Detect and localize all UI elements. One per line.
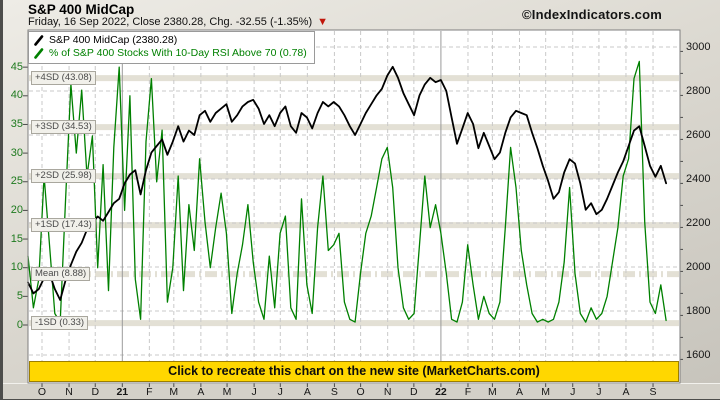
x-axis-label: J xyxy=(570,386,576,398)
legend-item-rsi: % of S&P 400 Stocks With 10-Day RSI Abov… xyxy=(34,47,307,60)
x-axis-label: D xyxy=(410,386,418,398)
y-axis-right-label: 2400 xyxy=(686,172,711,185)
x-axis-label: N xyxy=(383,386,392,398)
down-triangle-icon: ▼ xyxy=(317,16,329,28)
x-axis-label: O xyxy=(356,386,365,398)
recreate-chart-banner[interactable]: Click to recreate this chart on the new … xyxy=(29,361,679,382)
x-axis-label: J xyxy=(277,386,283,398)
x-axis-label: M xyxy=(222,386,232,398)
x-axis-label: 21 xyxy=(116,386,129,398)
watermark: ©IndexIndicators.com xyxy=(522,7,662,22)
y-axis-left-label: 25 xyxy=(10,175,23,188)
y-axis-left-label: 0 xyxy=(16,318,23,331)
y-axis-right-label: 2800 xyxy=(686,84,711,97)
sd-line-label: +3SD (34.53) xyxy=(31,120,96,135)
window-left-edge xyxy=(0,0,3,400)
x-axis-label: A xyxy=(515,386,523,398)
y-axis-right-label: 3000 xyxy=(686,40,711,53)
y-axis-left-label: 30 xyxy=(10,146,23,159)
x-axis-label: D xyxy=(91,386,100,398)
sd-line-label: +2SD (25.98) xyxy=(31,169,96,184)
legend-line-icon-green xyxy=(34,48,44,59)
legend-box: S&P 400 MidCap (2380.28) % of S&P 400 St… xyxy=(28,31,315,64)
y-axis-left-label: 10 xyxy=(10,261,23,274)
legend-label: S&P 400 MidCap (2380.28) xyxy=(49,34,178,46)
x-axis-label: N xyxy=(65,386,73,398)
plot-background xyxy=(28,30,680,383)
x-axis-label: M xyxy=(169,386,179,398)
x-axis-label: A xyxy=(622,386,630,398)
x-axis-label: 22 xyxy=(435,386,447,398)
y-axis-right-label: 2000 xyxy=(686,260,711,273)
y-axis-left-label: 15 xyxy=(10,232,23,245)
x-axis-label: J xyxy=(596,386,602,398)
x-axis-label: S xyxy=(330,386,338,398)
y-axis-left-label: 35 xyxy=(10,117,23,130)
quote-subtitle: Friday, 16 Sep 2022, Close 2380.28, Chg.… xyxy=(28,16,328,28)
x-axis-label: J xyxy=(251,386,257,398)
price-line xyxy=(27,65,667,301)
sd-line-label: +1SD (17.43) xyxy=(31,218,96,233)
x-axis-label: M xyxy=(488,386,497,398)
y-axis-left-label: 40 xyxy=(10,89,23,102)
rsi-breadth-line xyxy=(27,60,667,323)
x-axis-label: O xyxy=(37,386,47,398)
legend-item-price: S&P 400 MidCap (2380.28) xyxy=(34,34,307,47)
x-axis-label: M xyxy=(541,386,551,398)
y-axis-right-label: 2600 xyxy=(686,128,711,141)
page-title: S&P 400 MidCap xyxy=(28,2,135,17)
y-axis-left-label: 5 xyxy=(16,289,23,302)
y-axis-right-label: 2200 xyxy=(686,216,711,229)
x-axis-label: F xyxy=(464,386,472,398)
legend-label: % of S&P 400 Stocks With 10-Day RSI Abov… xyxy=(49,47,307,59)
y-axis-right-label: 1600 xyxy=(686,348,711,361)
x-axis-label: S xyxy=(649,386,657,398)
x-axis-label: A xyxy=(197,386,205,398)
window-bottom-edge xyxy=(0,398,720,400)
y-axis-left-label: 45 xyxy=(10,60,23,73)
sd-line-label: -1SD (0.33) xyxy=(31,316,89,331)
sd-line-label: +4SD (43.08) xyxy=(31,71,96,86)
y-axis-left-label: 20 xyxy=(10,203,23,216)
legend-line-icon-black xyxy=(34,35,44,46)
sd-line-label: Mean (8.88) xyxy=(31,267,91,282)
quote-text: Friday, 16 Sep 2022, Close 2380.28, Chg.… xyxy=(28,16,313,28)
x-axis-label: A xyxy=(303,386,311,398)
y-axis-right-label: 1800 xyxy=(686,304,711,317)
x-axis-label: F xyxy=(146,386,153,398)
plot-border xyxy=(27,29,681,384)
